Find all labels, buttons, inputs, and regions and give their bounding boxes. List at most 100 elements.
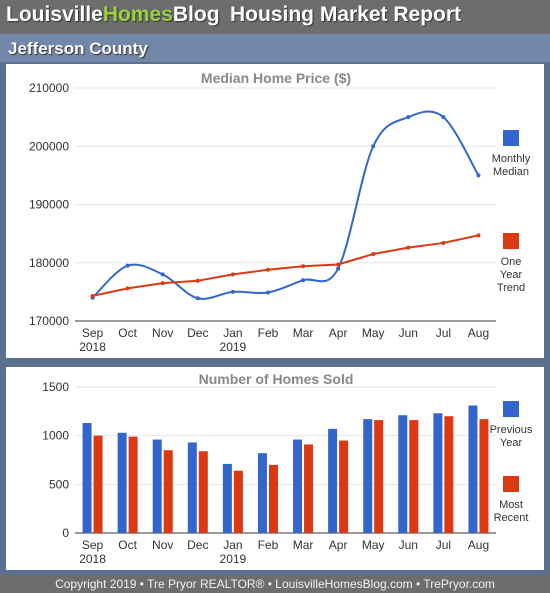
x-tick-label-jul: Jul bbox=[436, 326, 451, 340]
point-one-year-trend-aug bbox=[476, 233, 481, 238]
chart-title: Median Home Price ($) bbox=[201, 70, 351, 86]
legend-label-previous-year: Year bbox=[500, 437, 523, 449]
legend-label-monthly-median: Monthly bbox=[492, 153, 531, 165]
bar-previous-year-jan bbox=[222, 463, 232, 533]
point-monthly-median-apr bbox=[336, 266, 341, 271]
bar-most-recent-may bbox=[374, 420, 384, 533]
x-tick-year: 2019 bbox=[220, 552, 247, 566]
point-one-year-trend-sep bbox=[90, 293, 95, 298]
county-name: Jefferson County bbox=[8, 39, 148, 58]
series-line-one-year-trend bbox=[92, 234, 479, 297]
x-tick-label-feb: Feb bbox=[258, 326, 279, 340]
median-price-chart: Median Home Price ($) 170000 180000 190000 2… bbox=[29, 70, 531, 354]
homes-sold-panel: Number of Homes Sold 0 500 1000 1500 Sep 2018 O… bbox=[6, 367, 544, 570]
bar-most-recent-apr bbox=[339, 440, 349, 533]
point-monthly-median-mar bbox=[301, 278, 306, 283]
bar-previous-year-mar bbox=[293, 439, 303, 533]
y-tick-label: 210000 bbox=[29, 81, 69, 95]
point-monthly-median-jul bbox=[441, 115, 446, 120]
bar-most-recent-dec bbox=[198, 451, 208, 533]
point-one-year-trend-apr bbox=[336, 262, 341, 267]
bar-most-recent-mar bbox=[304, 444, 314, 533]
bar-most-recent-nov bbox=[163, 450, 173, 533]
point-monthly-median-aug bbox=[476, 173, 481, 178]
median-price-panel: Median Home Price ($) 170000 180000 190000 2… bbox=[6, 64, 544, 358]
bar-previous-year-oct bbox=[117, 432, 127, 533]
header-bar: LouisvilleHomesBlog Housing Market Repor… bbox=[0, 0, 550, 34]
bar-most-recent-feb bbox=[268, 464, 278, 533]
bar-previous-year-aug bbox=[468, 405, 478, 533]
x-tick-label-mar: Mar bbox=[293, 326, 314, 340]
point-one-year-trend-jun bbox=[406, 245, 411, 250]
x-tick-label-mar: Mar bbox=[293, 538, 314, 552]
legend-label-one-year-trend: Trend bbox=[497, 282, 525, 294]
report-title: Housing Market Report bbox=[230, 3, 462, 26]
x-tick-label-jun: Jun bbox=[399, 326, 418, 340]
chart-title: Number of Homes Sold bbox=[199, 371, 354, 387]
point-one-year-trend-nov bbox=[160, 281, 165, 286]
x-tick-label-jan: Jan bbox=[223, 538, 242, 552]
bar-previous-year-sep bbox=[82, 423, 92, 533]
point-one-year-trend-may bbox=[371, 252, 376, 257]
legend-label-previous-year: Previous bbox=[490, 424, 533, 436]
x-tick-label-jul: Jul bbox=[436, 538, 451, 552]
bar-previous-year-apr bbox=[328, 428, 338, 533]
legend-label-most-recent: Recent bbox=[494, 512, 529, 524]
point-one-year-trend-jan bbox=[230, 272, 235, 277]
legend-label-monthly-median: Median bbox=[493, 166, 529, 178]
bar-most-recent-jul bbox=[444, 416, 454, 533]
point-one-year-trend-feb bbox=[265, 267, 270, 272]
point-monthly-median-jan bbox=[230, 289, 235, 294]
x-tick-label-apr: Apr bbox=[329, 326, 348, 340]
brand-part-1: Louisville bbox=[6, 3, 103, 26]
bar-most-recent-jan bbox=[233, 470, 243, 533]
brand-part-2: Homes bbox=[102, 3, 173, 26]
x-tick-label-jan: Jan bbox=[223, 326, 242, 340]
bar-previous-year-nov bbox=[152, 439, 162, 533]
y-tick-label: 190000 bbox=[29, 198, 69, 212]
x-tick-label-sep: Sep bbox=[82, 538, 104, 552]
legend-label-one-year-trend: Year bbox=[500, 269, 523, 281]
x-tick-label-apr: Apr bbox=[329, 538, 348, 552]
legend-swatch-previous-year bbox=[503, 401, 519, 417]
bar-most-recent-sep bbox=[93, 435, 103, 533]
y-tick-label: 1000 bbox=[42, 429, 69, 443]
point-monthly-median-nov bbox=[160, 272, 165, 277]
x-tick-label-dec: Dec bbox=[187, 326, 208, 340]
x-tick-label-jun: Jun bbox=[399, 538, 418, 552]
point-monthly-median-may bbox=[371, 144, 376, 149]
legend-swatch-most-recent bbox=[503, 476, 519, 492]
x-tick-label-aug: Aug bbox=[468, 538, 489, 552]
brand-part-3: Blog bbox=[172, 3, 220, 26]
x-tick-year: 2019 bbox=[220, 340, 247, 354]
x-tick-label-feb: Feb bbox=[258, 538, 279, 552]
x-tick-label-nov: Nov bbox=[152, 326, 173, 340]
legend-swatch-one-year-trend bbox=[503, 233, 519, 249]
bar-previous-year-jul bbox=[433, 413, 443, 533]
point-one-year-trend-dec bbox=[195, 278, 200, 283]
bar-most-recent-aug bbox=[479, 419, 489, 533]
x-tick-label-oct: Oct bbox=[118, 326, 137, 340]
site-logo: LouisvilleHomesBlog bbox=[6, 3, 220, 27]
point-monthly-median-feb bbox=[265, 290, 270, 295]
bar-previous-year-feb bbox=[257, 453, 267, 533]
y-tick-label: 500 bbox=[49, 477, 69, 491]
bar-most-recent-oct bbox=[128, 436, 138, 533]
x-tick-year: 2018 bbox=[79, 552, 106, 566]
x-tick-label-dec: Dec bbox=[187, 538, 208, 552]
point-monthly-median-dec bbox=[195, 296, 200, 301]
legend-label-one-year-trend: One bbox=[501, 256, 522, 268]
y-tick-label: 1500 bbox=[42, 380, 69, 394]
footer-bar: Copyright 2019 • Tre Pryor REALTOR® • Lo… bbox=[0, 575, 550, 593]
y-tick-label: 180000 bbox=[29, 256, 69, 270]
x-tick-label-may: May bbox=[362, 538, 385, 552]
y-tick-label: 170000 bbox=[29, 314, 69, 328]
x-tick-label-nov: Nov bbox=[152, 538, 173, 552]
bar-most-recent-jun bbox=[409, 420, 419, 533]
series-line-monthly-median bbox=[91, 110, 480, 300]
footer-copyright: Copyright 2019 • Tre Pryor REALTOR® • Lo… bbox=[55, 577, 495, 591]
x-tick-label-aug: Aug bbox=[468, 326, 489, 340]
bar-previous-year-may bbox=[363, 419, 373, 533]
point-one-year-trend-oct bbox=[125, 286, 130, 291]
